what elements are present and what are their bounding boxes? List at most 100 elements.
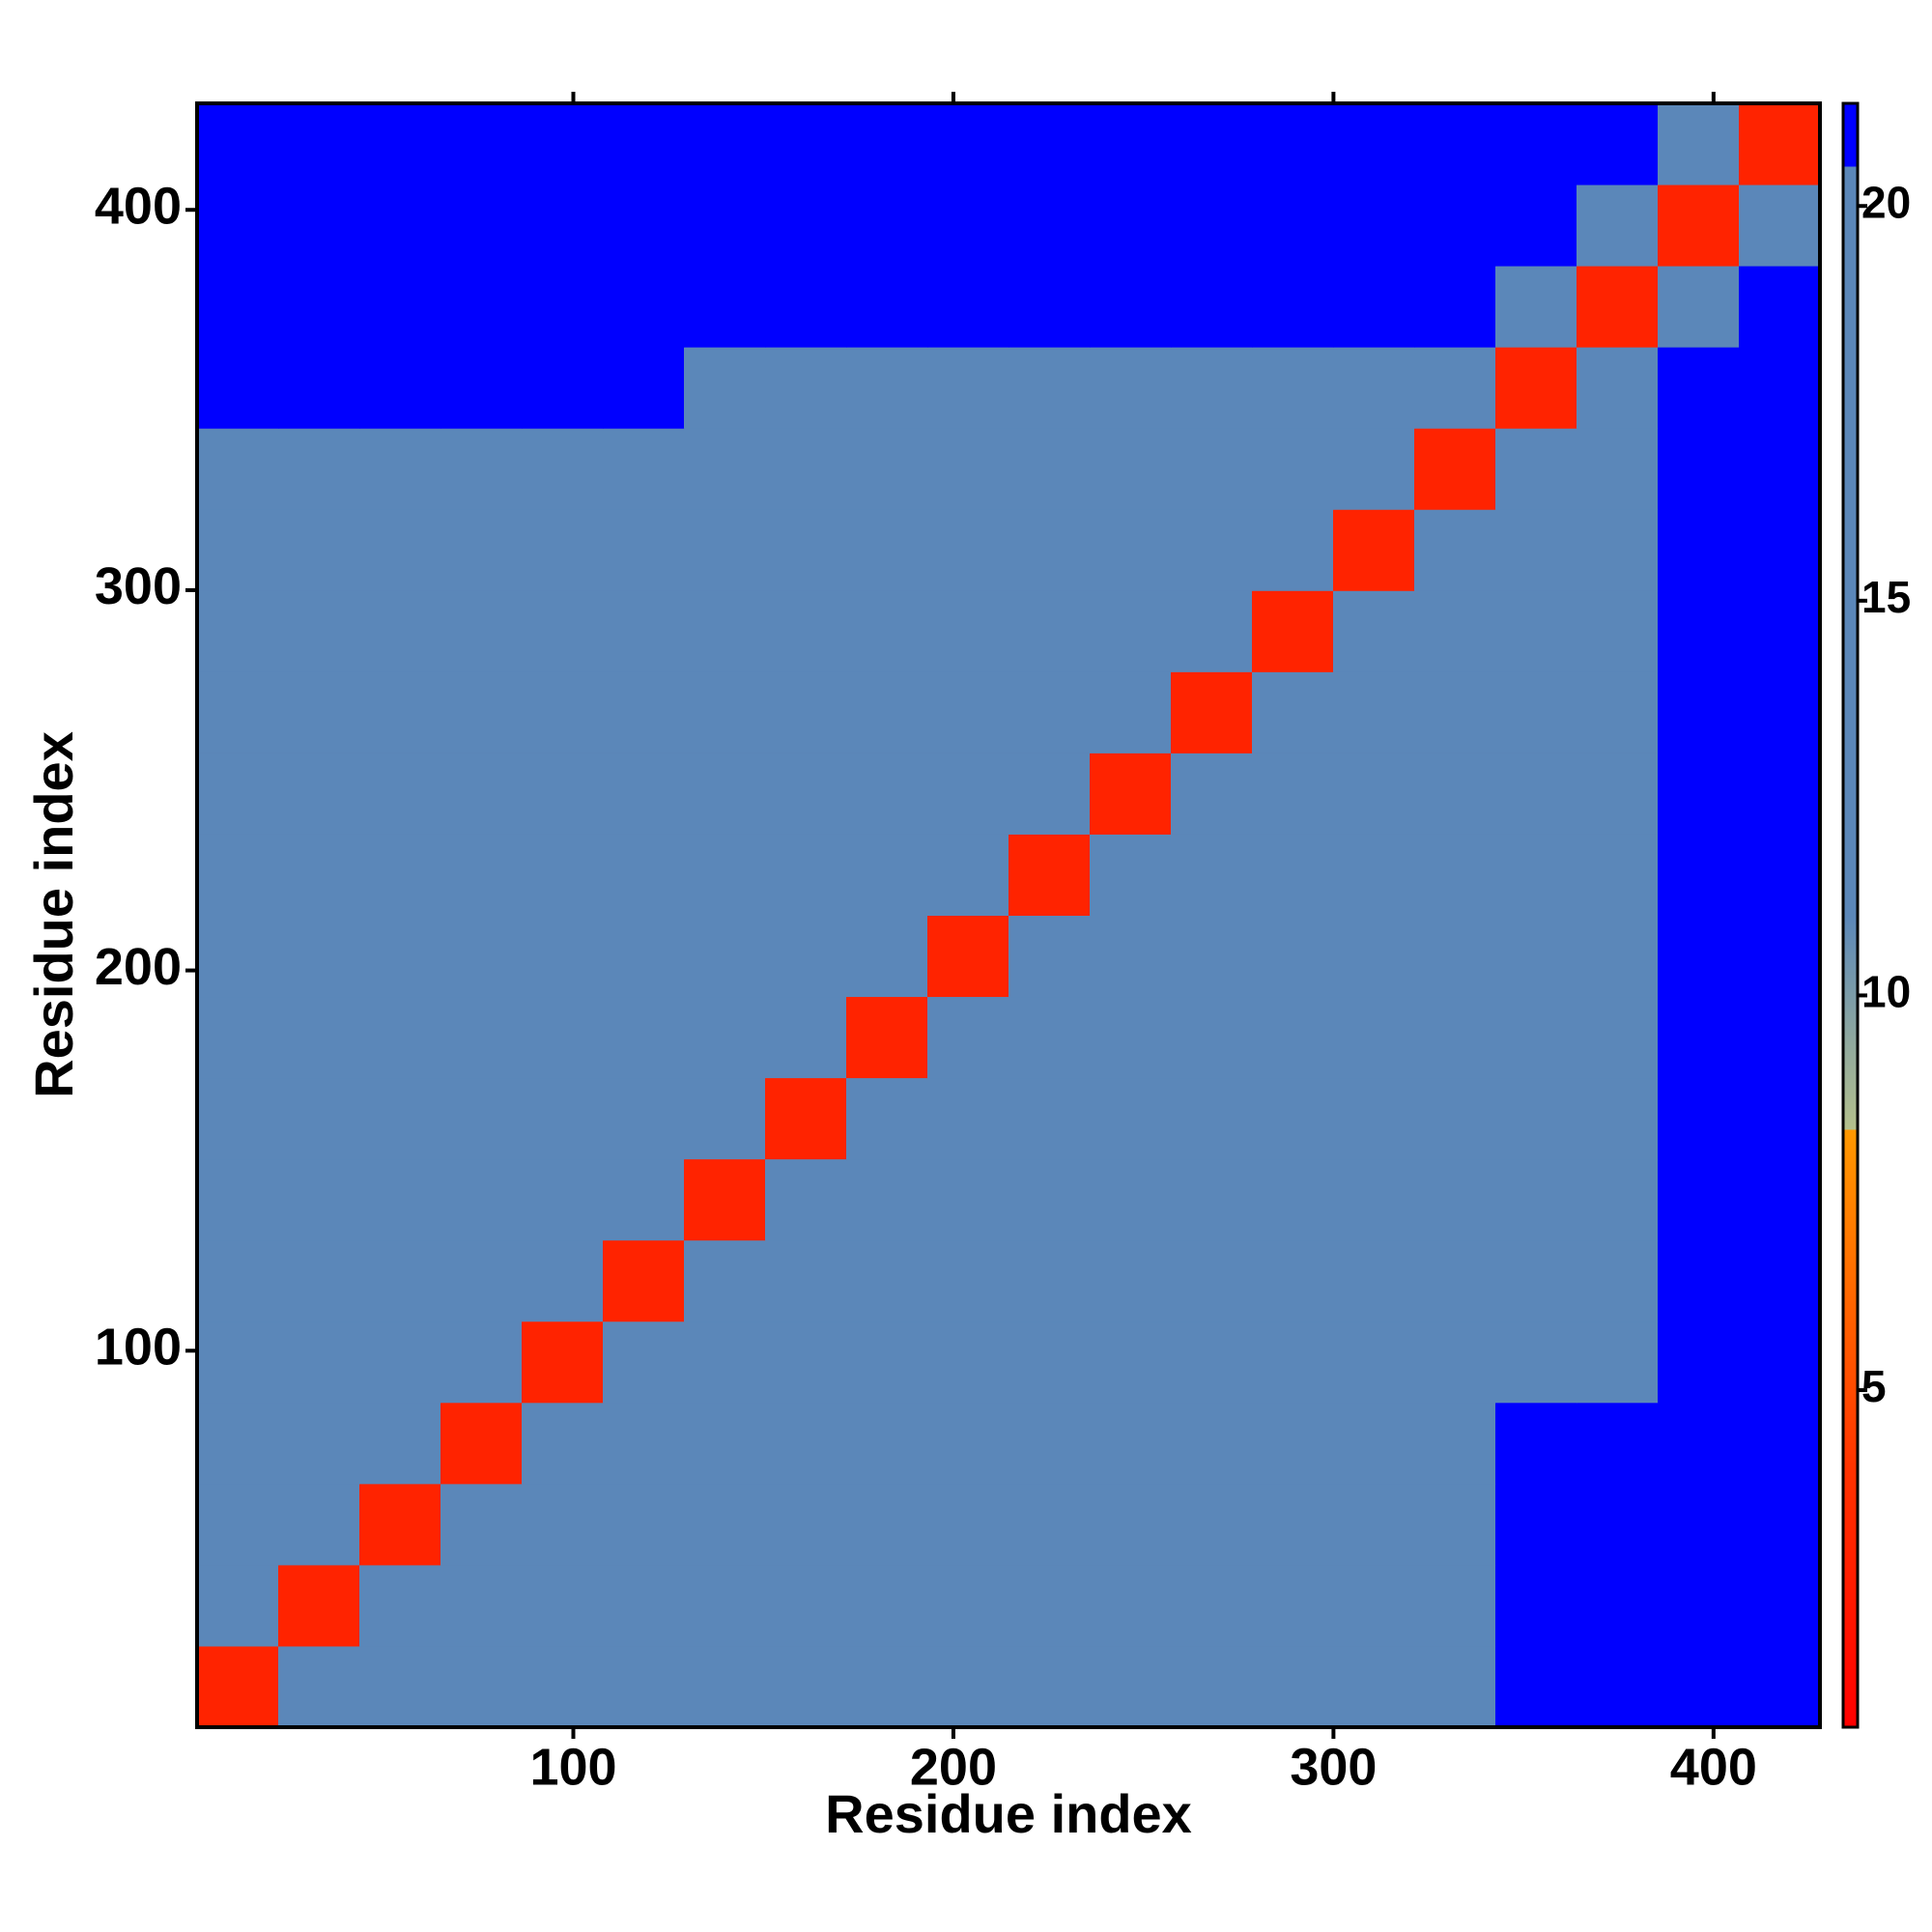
cell bbox=[1333, 671, 1415, 753]
cell bbox=[1252, 185, 1334, 267]
cell bbox=[927, 590, 1009, 672]
cell bbox=[1577, 185, 1659, 267]
cell bbox=[197, 1402, 279, 1485]
cell bbox=[1577, 1239, 1659, 1322]
cell bbox=[1009, 1321, 1091, 1404]
cell bbox=[1414, 834, 1496, 916]
cell bbox=[1009, 590, 1091, 672]
cell bbox=[440, 1077, 523, 1160]
cell bbox=[278, 590, 360, 672]
cell bbox=[846, 1158, 928, 1241]
cell bbox=[684, 103, 766, 185]
cell bbox=[1495, 428, 1577, 510]
cell bbox=[1739, 103, 1821, 185]
cell bbox=[359, 590, 441, 672]
cell bbox=[440, 671, 523, 753]
cell bbox=[927, 1158, 1009, 1241]
cell bbox=[846, 509, 928, 591]
cell bbox=[1090, 590, 1172, 672]
cell bbox=[1171, 1402, 1253, 1485]
cell bbox=[1739, 428, 1821, 510]
cell bbox=[1009, 1402, 1091, 1485]
cell bbox=[522, 103, 604, 185]
cell bbox=[1414, 347, 1496, 429]
cell bbox=[1333, 1483, 1415, 1566]
cell bbox=[1414, 1158, 1496, 1241]
cell bbox=[765, 1483, 847, 1566]
cell bbox=[603, 103, 685, 185]
cell bbox=[197, 1321, 279, 1404]
plot-frame bbox=[195, 101, 1822, 1729]
cell bbox=[1171, 996, 1253, 1079]
cell bbox=[197, 103, 279, 185]
cell bbox=[1090, 1158, 1172, 1241]
cell bbox=[1171, 428, 1253, 510]
cell bbox=[197, 915, 279, 998]
cell bbox=[1495, 347, 1577, 429]
cell bbox=[684, 671, 766, 753]
cell bbox=[1252, 347, 1334, 429]
cell bbox=[1739, 347, 1821, 429]
cell bbox=[1495, 1564, 1577, 1647]
cell bbox=[278, 1483, 360, 1566]
cell bbox=[603, 428, 685, 510]
cell bbox=[522, 509, 604, 591]
cell bbox=[1414, 671, 1496, 753]
y-tick-label: 100 bbox=[95, 1319, 182, 1377]
cell bbox=[197, 509, 279, 591]
cell bbox=[1009, 915, 1091, 998]
cell bbox=[603, 1483, 685, 1566]
cell bbox=[765, 1321, 847, 1404]
cell bbox=[846, 185, 928, 267]
cell bbox=[1333, 103, 1415, 185]
cell bbox=[522, 915, 604, 998]
cell bbox=[1414, 915, 1496, 998]
cell bbox=[1333, 1645, 1415, 1728]
cell bbox=[1009, 185, 1091, 267]
cell bbox=[522, 996, 604, 1079]
cell bbox=[1090, 1645, 1172, 1728]
cell bbox=[1171, 1645, 1253, 1728]
cell bbox=[1577, 1158, 1659, 1241]
cell bbox=[603, 1402, 685, 1485]
cell bbox=[927, 671, 1009, 753]
cell bbox=[603, 185, 685, 267]
cell bbox=[359, 996, 441, 1079]
cell bbox=[927, 428, 1009, 510]
cell bbox=[1739, 1402, 1821, 1485]
x-axis-label: Residue index bbox=[825, 1783, 1192, 1844]
cell bbox=[1333, 1158, 1415, 1241]
x-tick-label: 300 bbox=[1290, 1738, 1377, 1796]
cell bbox=[927, 1564, 1009, 1647]
cell bbox=[440, 915, 523, 998]
cell bbox=[1414, 1077, 1496, 1160]
cell bbox=[359, 1321, 441, 1404]
cell bbox=[1495, 266, 1577, 348]
cell bbox=[1171, 1483, 1253, 1566]
cell bbox=[927, 1483, 1009, 1566]
cell bbox=[1414, 996, 1496, 1079]
cell bbox=[522, 590, 604, 672]
cell bbox=[1739, 1077, 1821, 1160]
cell bbox=[522, 266, 604, 348]
cell bbox=[1090, 753, 1172, 835]
cell bbox=[278, 1321, 360, 1404]
cell bbox=[359, 347, 441, 429]
cell bbox=[1658, 103, 1740, 185]
cell bbox=[684, 1077, 766, 1160]
cell bbox=[440, 266, 523, 348]
cell bbox=[684, 185, 766, 267]
cell bbox=[522, 1321, 604, 1404]
cell bbox=[1577, 1321, 1659, 1404]
cell bbox=[1414, 1564, 1496, 1647]
cell bbox=[765, 671, 847, 753]
cell bbox=[603, 1158, 685, 1241]
cell bbox=[197, 753, 279, 835]
cell bbox=[1739, 1483, 1821, 1566]
cell bbox=[1658, 590, 1740, 672]
cell bbox=[1577, 103, 1659, 185]
cell bbox=[1658, 996, 1740, 1079]
cell bbox=[684, 996, 766, 1079]
cell bbox=[1252, 509, 1334, 591]
